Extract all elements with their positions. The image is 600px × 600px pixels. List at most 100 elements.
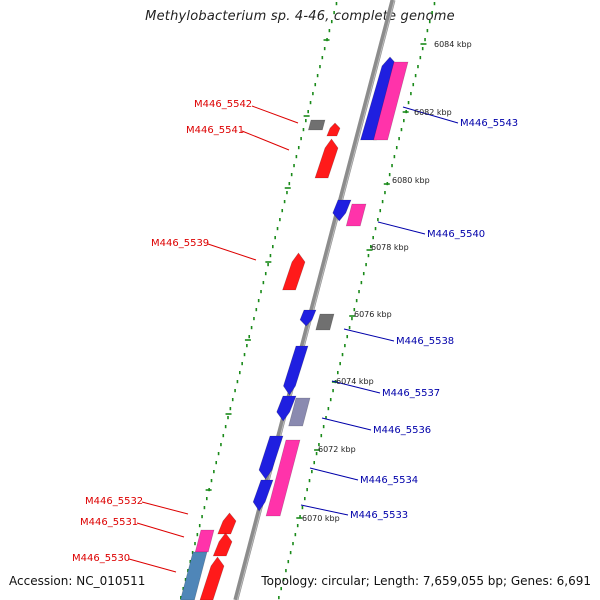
accession-text: Accession: NC_010511 — [9, 574, 146, 588]
gene-label: M446_5534 — [360, 475, 418, 486]
gene-m446-5531b — [212, 532, 233, 557]
gene-m446-5542a — [307, 119, 326, 131]
ruler-dot-left — [309, 101, 312, 105]
ruler-dot-right — [365, 263, 367, 267]
ruler-dot-right — [388, 173, 391, 177]
ruler-dot-left — [286, 191, 288, 195]
ruler-dot-right — [311, 470, 313, 474]
ruler-dot-right — [393, 155, 396, 159]
gene-m446-5538a — [299, 309, 317, 327]
ruler-dot-left — [316, 74, 319, 78]
gene-m446-5542b — [326, 122, 341, 137]
ruler-dot-left — [290, 173, 293, 177]
ruler-dot-right — [348, 326, 351, 330]
ruler-dot-right — [289, 551, 292, 555]
ruler-dot-left — [302, 128, 305, 132]
ruler-dot-right — [419, 56, 422, 60]
ruler-dot-right — [410, 92, 412, 96]
ruler-dot-left — [250, 326, 253, 330]
ruler-dot-right — [315, 452, 318, 456]
label-leader — [136, 522, 185, 538]
gene-label: M446_5532 — [85, 496, 143, 507]
gene-m446-5541 — [314, 138, 339, 179]
ruler-dot-right — [414, 74, 417, 78]
gene-m446-5543b — [373, 61, 409, 141]
ruler-dot-left — [272, 245, 274, 249]
gene-label: M446_5539 — [151, 238, 209, 249]
gene-label: M446_5543 — [460, 118, 518, 129]
ruler-dot-right — [346, 335, 349, 339]
ruler-dot-left — [312, 92, 314, 96]
ruler-dot-left — [182, 587, 185, 591]
ruler-label: 6074 kbp — [336, 377, 374, 386]
ruler-dot-right — [367, 254, 370, 258]
ruler-dot-right — [426, 29, 429, 33]
ruler-dot-right — [344, 344, 346, 348]
gene-label: M446_5538 — [396, 336, 454, 347]
gene-m446-5538b — [315, 313, 335, 331]
ruler-dot-right — [431, 11, 433, 15]
ruler-dot-right — [325, 416, 327, 420]
label-leader — [402, 106, 459, 124]
gene-m446-5530b — [199, 556, 225, 600]
ruler-dot-right — [306, 488, 308, 492]
ruler-dot-left — [189, 560, 192, 564]
ruler-dot-left — [243, 353, 246, 357]
ruler-dot-left — [335, 2, 338, 6]
ruler-dot-left — [246, 344, 248, 348]
ruler-dot-left — [257, 299, 260, 303]
ruler-dot-left — [255, 308, 258, 312]
ruler-dot-right — [417, 65, 419, 69]
ruler-dot-left — [328, 29, 331, 33]
gene-m446-5540b — [345, 203, 367, 227]
ruler-dot-right — [299, 515, 301, 519]
ruler-label: 6072 kbp — [318, 445, 356, 454]
ruler-dot-left — [210, 479, 213, 483]
label-leader — [377, 221, 426, 235]
ruler-dot-right — [351, 317, 353, 321]
ruler-label: 6078 kbp — [371, 243, 409, 252]
ruler-dot-right — [400, 128, 403, 132]
label-leader — [343, 328, 395, 342]
ruler-dot-right — [341, 353, 344, 357]
ruler-dot-left — [297, 146, 300, 150]
ruler-dot-left — [260, 290, 262, 294]
gene-m446-5540a — [332, 199, 352, 222]
ruler-dot-right — [294, 533, 297, 537]
ruler-dot-left — [279, 218, 281, 222]
ruler-dot-right — [407, 101, 410, 105]
ruler-dot-right — [278, 596, 280, 600]
ruler-dot-left — [248, 335, 251, 339]
ruler-dot-left — [262, 281, 265, 285]
ruler-dot-left — [330, 20, 333, 24]
ruler-dot-right — [362, 272, 365, 276]
ruler-dot-left — [307, 110, 309, 114]
ruler-dot-left — [229, 407, 232, 411]
ruler-dot-left — [187, 569, 189, 573]
ruler-dot-left — [295, 155, 298, 159]
ruler-dot-left — [227, 416, 229, 420]
ruler-dot-left — [196, 533, 199, 537]
ruler-dot-left — [253, 317, 255, 321]
ruler-dot-right — [285, 569, 287, 573]
ruler-dot-left — [191, 551, 194, 555]
ruler-dot-right — [353, 308, 356, 312]
ruler-dot-right — [412, 83, 415, 87]
gene-label: M446_5531 — [80, 517, 138, 528]
ruler-dot-left — [222, 434, 225, 438]
ruler-dot-left — [314, 83, 317, 87]
ruler-dot-right — [398, 137, 400, 141]
label-leader — [207, 243, 257, 261]
gene-m446-5537 — [283, 345, 309, 396]
gene-label: M446_5536 — [373, 425, 431, 436]
ruler-dot-left — [241, 362, 243, 366]
ruler-dot-left — [300, 137, 302, 141]
ruler-dot-left — [321, 56, 324, 60]
ruler-dot-right — [391, 164, 393, 168]
label-leader — [309, 467, 359, 481]
ruler-dot-right — [374, 227, 377, 231]
ruler-dot-right — [379, 209, 382, 213]
ruler-dot-right — [339, 362, 341, 366]
ruler-dot-left — [203, 506, 206, 510]
ruler-dot-left — [215, 461, 218, 465]
